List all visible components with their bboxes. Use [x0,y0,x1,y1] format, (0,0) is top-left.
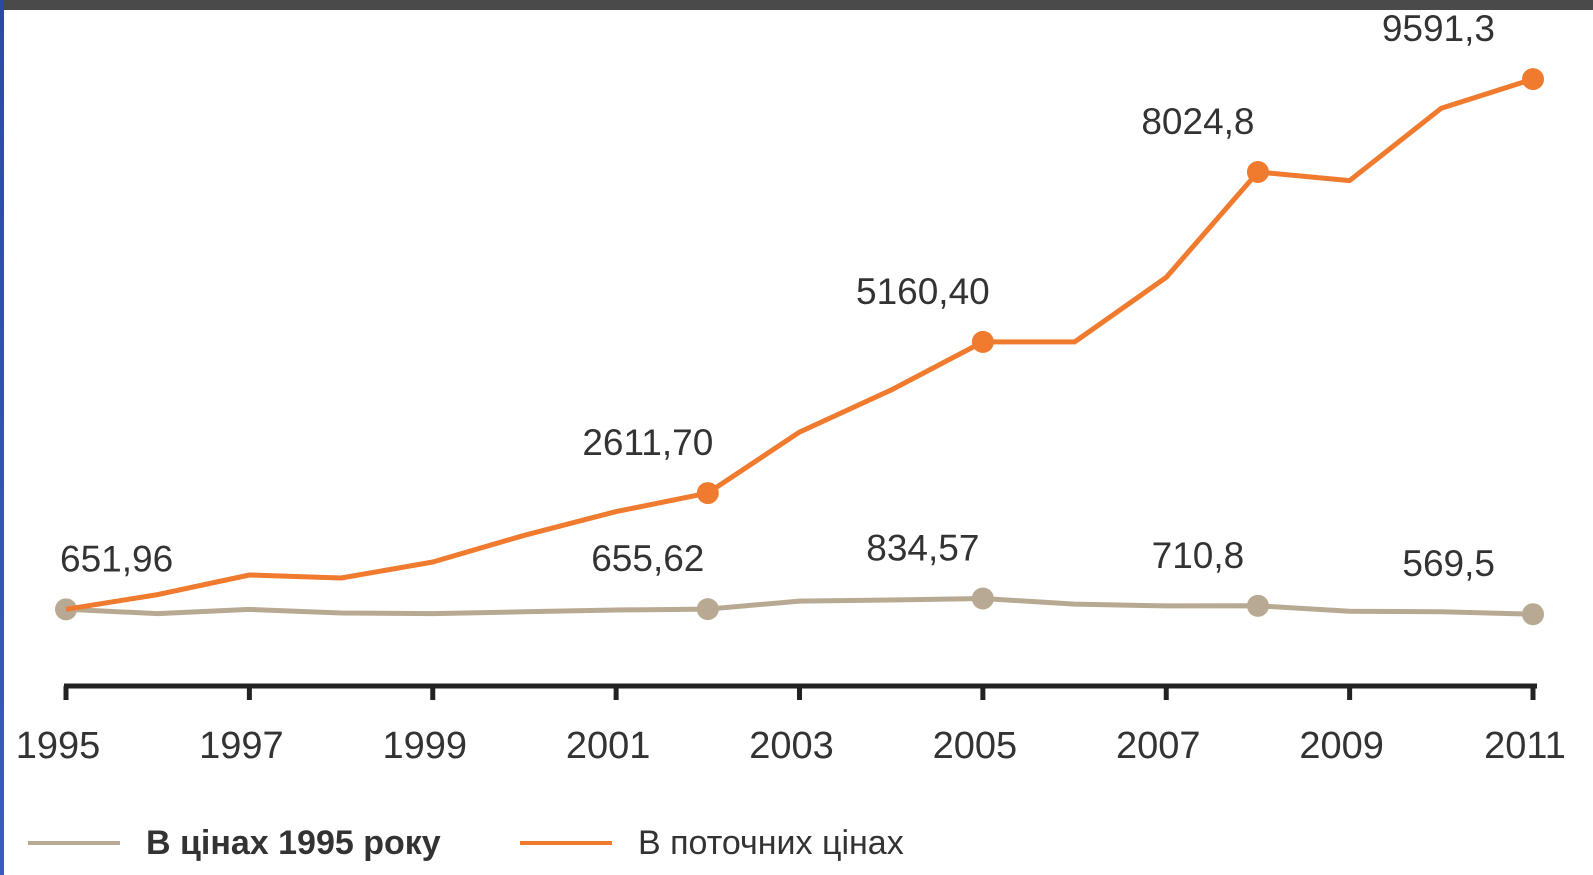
legend: В цінах 1995 року В поточних цінах [0,818,1593,868]
x-axis: 1995 1997 1999 2001 2003 2005 2007 2009 2011 [16,683,1566,767]
left-edge-strip [0,0,4,875]
data-point-marker [1246,161,1269,184]
data-point-marker [1246,594,1269,617]
legend-swatch-current-prices [520,841,612,845]
x-tick-label: 2009 [1299,725,1384,767]
data-value-label: 655,62 [591,538,704,579]
data-value-label: 569,5 [1402,543,1495,584]
data-point-marker [696,482,719,505]
legend-item-constant-prices: В цінах 1995 року [28,818,441,868]
x-tick-label: 2003 [749,725,834,767]
x-tick-label: 1997 [199,725,284,767]
top-border-bar [0,0,1593,10]
data-point-marker [971,330,994,353]
x-tick-label: 1995 [16,725,101,767]
data-point-marker [55,598,77,621]
value-labels: 651,96 655,62 834,57 710,8 569,5 2611,70 5160,… [60,8,1495,584]
series-layer [55,68,1544,626]
legend-swatch-constant-prices [28,841,120,845]
data-point-marker [971,587,994,610]
legend-item-current-prices: В поточних цінах [520,818,904,868]
data-value-label: 710,8 [1152,535,1245,576]
data-point-marker [1522,68,1544,91]
x-tick-label: 2001 [566,725,651,767]
data-value-label: 9591,3 [1382,8,1495,49]
legend-label-current-prices: В поточних цінах [638,823,904,862]
data-value-label: 8024,8 [1141,101,1254,142]
data-point-marker [1522,603,1544,626]
data-value-label: 2611,70 [582,422,713,463]
data-value-label: 5160,40 [856,271,990,312]
series-line [65,76,1534,612]
series-line [65,596,1534,617]
x-tick-label: 2005 [933,725,1018,767]
data-value-label: 651,96 [60,538,173,579]
data-value-label: 834,57 [866,527,979,568]
x-tick-label: 1999 [382,725,467,767]
legend-label-constant-prices: В цінах 1995 року [146,823,441,862]
x-tick-label: 2011 [1484,725,1566,767]
line-chart: 1995 1997 1999 2001 2003 2005 2007 2009 2011 651… [16,8,1566,767]
data-point-marker [696,598,719,621]
x-tick-label: 2007 [1116,725,1201,767]
